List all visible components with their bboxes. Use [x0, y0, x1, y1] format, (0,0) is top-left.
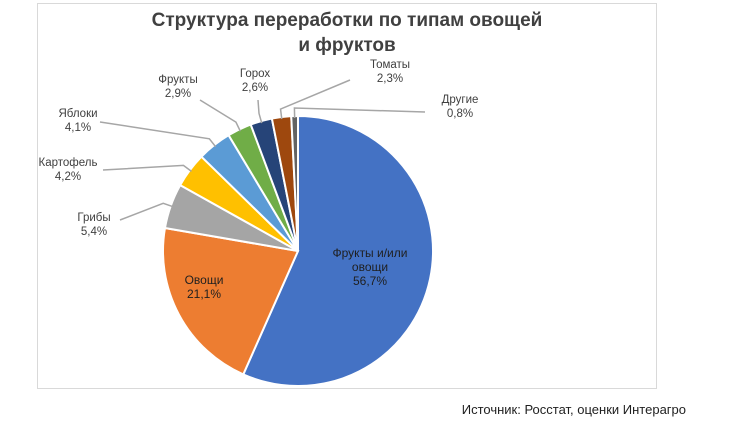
leader-line — [293, 107, 426, 119]
leader-line — [119, 202, 173, 221]
slice-label: Фрукты 2,9% — [158, 74, 197, 100]
slice-label: Яблоки 4,1% — [58, 108, 97, 134]
chart-title: Структура переработки по типам овощей и ф… — [151, 10, 543, 56]
slice-label: Грибы 5,4% — [77, 212, 110, 238]
slice-label: Овощи 21,1% — [185, 273, 224, 301]
slice-label: Фрукты и/или овощи 56,7% — [333, 246, 408, 288]
leader-line — [199, 99, 241, 132]
leader-line — [257, 99, 263, 124]
leader-line — [99, 121, 217, 148]
slice-label: Другие 0,8% — [442, 94, 479, 120]
slice-label: Картофель 4,2% — [39, 157, 98, 183]
leader-line — [279, 79, 351, 120]
source-note: Источник: Росстат, оценки Интерагро — [461, 402, 686, 417]
pie-slice — [241, 114, 434, 387]
leader-line — [102, 164, 192, 172]
slice-label: Горох 2,6% — [240, 68, 271, 94]
pie-slice — [162, 226, 300, 376]
slice-label: Томаты 2,3% — [370, 59, 410, 85]
